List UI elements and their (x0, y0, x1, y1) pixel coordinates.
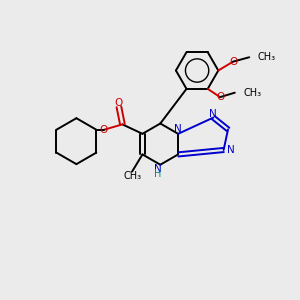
Text: N: N (209, 109, 217, 119)
Text: CH₃: CH₃ (257, 52, 276, 62)
Text: O: O (229, 57, 237, 67)
Text: CH₃: CH₃ (123, 171, 141, 181)
Text: CH₃: CH₃ (243, 88, 261, 98)
Text: N: N (154, 164, 162, 174)
Text: N: N (174, 124, 182, 134)
Text: H: H (154, 169, 162, 178)
Text: O: O (100, 125, 108, 135)
Text: N: N (227, 145, 235, 155)
Text: O: O (216, 92, 224, 102)
Text: O: O (114, 98, 122, 108)
